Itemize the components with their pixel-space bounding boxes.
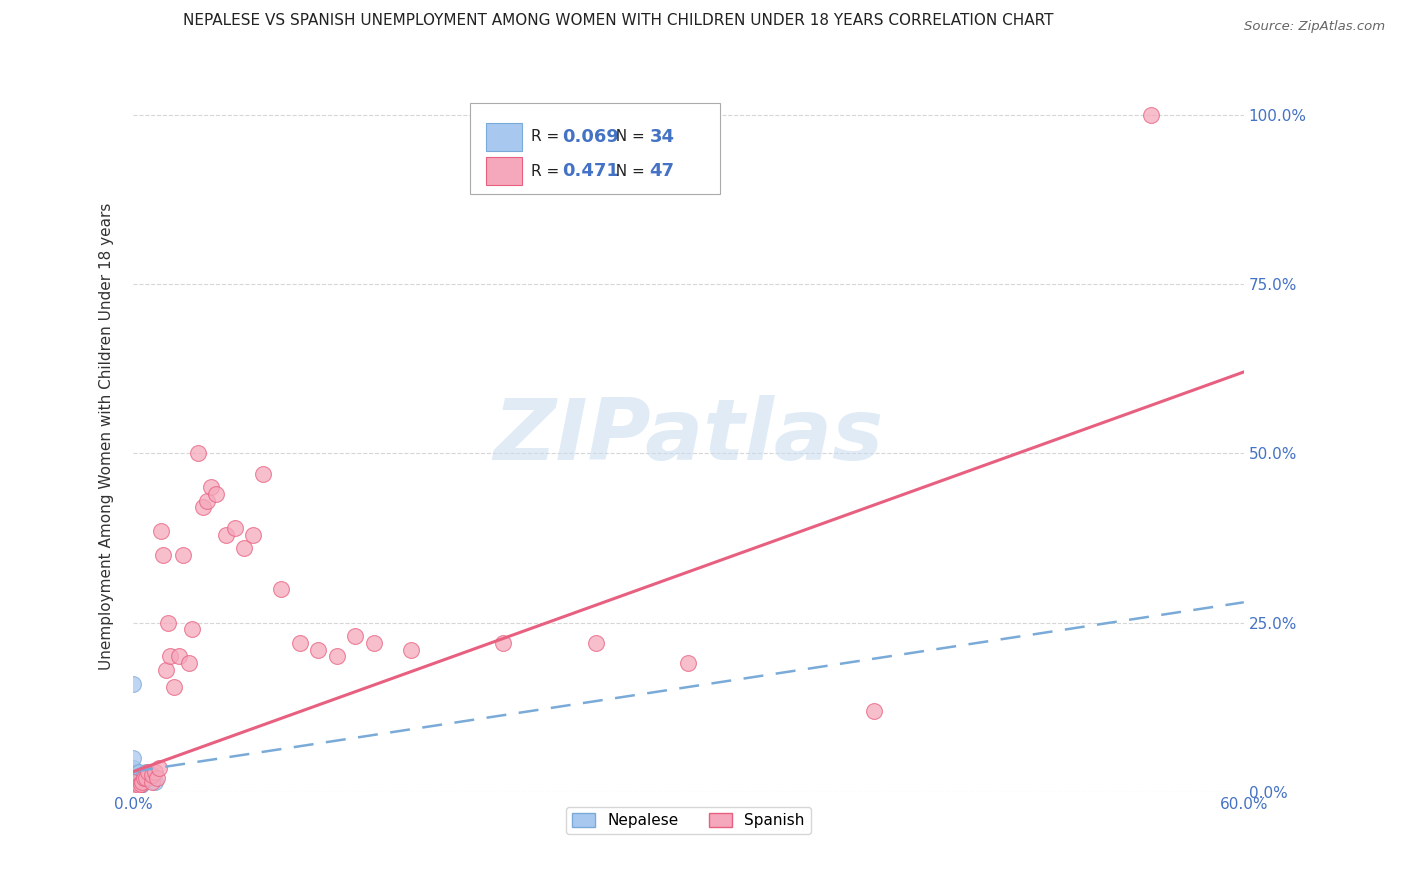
- Text: R =: R =: [530, 129, 564, 145]
- Point: [307, 642, 329, 657]
- Point: [122, 778, 145, 792]
- Point: [122, 785, 145, 799]
- Point: [122, 778, 145, 792]
- Point: [143, 764, 166, 779]
- Point: [141, 768, 163, 782]
- Point: [122, 768, 145, 782]
- Point: [862, 704, 884, 718]
- Point: [288, 636, 311, 650]
- Point: [122, 785, 145, 799]
- Point: [136, 768, 159, 782]
- Point: [122, 676, 145, 690]
- Point: [134, 768, 156, 782]
- Point: [122, 781, 145, 796]
- Point: [125, 780, 148, 794]
- Point: [146, 772, 169, 786]
- Point: [205, 487, 228, 501]
- Point: [128, 774, 150, 789]
- Y-axis label: Unemployment Among Women with Children Under 18 years: Unemployment Among Women with Children U…: [100, 202, 114, 670]
- Point: [129, 768, 152, 782]
- Text: Source: ZipAtlas.com: Source: ZipAtlas.com: [1244, 20, 1385, 33]
- Point: [177, 657, 200, 671]
- Point: [122, 785, 145, 799]
- Text: 34: 34: [650, 128, 675, 146]
- Point: [122, 785, 145, 799]
- Point: [1140, 107, 1163, 121]
- Point: [141, 774, 163, 789]
- Point: [122, 774, 145, 789]
- Point: [233, 541, 256, 555]
- Point: [363, 636, 385, 650]
- Point: [187, 446, 209, 460]
- Text: ZIPatlas: ZIPatlas: [494, 395, 883, 478]
- Point: [122, 764, 145, 779]
- Point: [136, 764, 159, 779]
- Point: [678, 657, 700, 671]
- Point: [129, 778, 152, 792]
- Point: [172, 548, 194, 562]
- FancyBboxPatch shape: [486, 157, 522, 186]
- Point: [122, 751, 145, 765]
- Point: [135, 772, 157, 786]
- Point: [252, 467, 274, 481]
- Point: [492, 636, 515, 650]
- Point: [122, 772, 145, 787]
- Point: [224, 521, 246, 535]
- Point: [134, 772, 156, 786]
- Point: [122, 772, 145, 786]
- Point: [193, 500, 215, 515]
- Point: [215, 527, 238, 541]
- Point: [122, 783, 145, 797]
- Point: [122, 785, 145, 799]
- Point: [200, 480, 222, 494]
- FancyBboxPatch shape: [470, 103, 720, 194]
- Point: [128, 764, 150, 779]
- Point: [155, 663, 177, 677]
- Point: [135, 764, 157, 779]
- Point: [152, 548, 174, 562]
- Point: [128, 772, 150, 786]
- Point: [149, 524, 172, 538]
- Point: [129, 774, 152, 789]
- Point: [195, 493, 218, 508]
- Text: N =: N =: [606, 163, 650, 178]
- Point: [163, 680, 186, 694]
- Legend: Nepalese, Spanish: Nepalese, Spanish: [567, 807, 811, 834]
- Point: [139, 772, 162, 786]
- FancyBboxPatch shape: [486, 122, 522, 151]
- Point: [122, 774, 145, 789]
- Point: [122, 761, 145, 775]
- Text: N =: N =: [606, 129, 650, 145]
- Point: [122, 785, 145, 799]
- Point: [122, 781, 145, 796]
- Point: [128, 778, 150, 792]
- Point: [242, 527, 264, 541]
- Text: NEPALESE VS SPANISH UNEMPLOYMENT AMONG WOMEN WITH CHILDREN UNDER 18 YEARS CORREL: NEPALESE VS SPANISH UNEMPLOYMENT AMONG W…: [183, 13, 1054, 29]
- Point: [143, 774, 166, 789]
- Text: 47: 47: [650, 162, 675, 180]
- Point: [122, 777, 145, 791]
- Point: [159, 649, 181, 664]
- Point: [270, 582, 292, 596]
- Point: [131, 772, 153, 786]
- Point: [148, 761, 170, 775]
- Point: [131, 774, 153, 789]
- Point: [129, 777, 152, 791]
- Point: [135, 772, 157, 786]
- Point: [325, 649, 347, 664]
- Text: R =: R =: [530, 163, 564, 178]
- Point: [181, 623, 204, 637]
- Point: [585, 636, 607, 650]
- Point: [169, 649, 191, 664]
- Point: [141, 768, 163, 782]
- Text: 0.069: 0.069: [562, 128, 619, 146]
- Point: [157, 615, 180, 630]
- Point: [122, 785, 145, 799]
- Point: [344, 629, 367, 643]
- Point: [122, 780, 145, 794]
- Point: [399, 642, 422, 657]
- Text: 0.471: 0.471: [562, 162, 619, 180]
